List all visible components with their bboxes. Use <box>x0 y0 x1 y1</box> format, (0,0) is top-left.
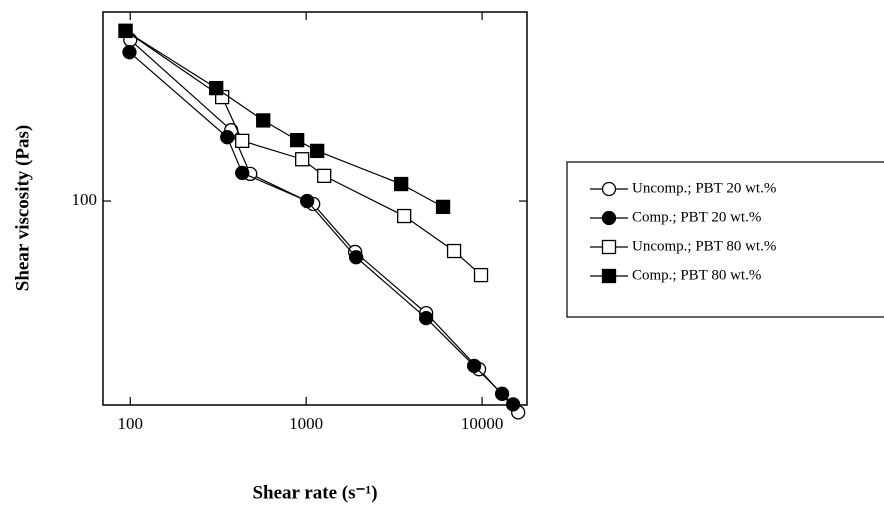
marker <box>209 80 224 96</box>
legend-box <box>566 161 884 318</box>
marker <box>235 165 250 181</box>
marker <box>295 152 310 167</box>
marker <box>601 210 617 226</box>
x-axis-label: Shear rate (s⁻¹) <box>252 482 377 503</box>
legend-label: Uncomp.; PBT 20 wt.% <box>632 180 776 196</box>
x-tick-label: 1000 <box>289 414 323 433</box>
legend-label: Comp.; PBT 20 wt.% <box>632 209 761 225</box>
legend-label: Comp.; PBT 80 wt.% <box>632 267 761 283</box>
x-tick-label: 10000 <box>461 414 504 433</box>
plot-frame <box>102 11 528 406</box>
series-line <box>125 30 482 276</box>
series-line <box>129 51 514 405</box>
marker <box>317 168 332 184</box>
marker <box>118 23 133 39</box>
y-tick-label: 100 <box>72 190 98 209</box>
marker <box>446 243 462 259</box>
marker <box>310 143 325 159</box>
marker <box>466 358 482 373</box>
marker <box>256 113 271 128</box>
marker <box>290 132 305 148</box>
marker <box>220 130 235 145</box>
marker <box>397 208 412 224</box>
marker <box>122 45 137 60</box>
marker <box>348 250 364 265</box>
marker <box>601 268 617 284</box>
marker <box>494 386 510 401</box>
series-line <box>129 39 519 413</box>
marker <box>394 176 409 192</box>
marker <box>505 397 521 412</box>
marker <box>235 133 250 149</box>
marker <box>601 239 617 255</box>
x-tick-label: 100 <box>118 414 144 433</box>
marker <box>473 267 489 283</box>
marker <box>435 199 451 215</box>
marker <box>300 193 315 209</box>
legend-label: Uncomp.; PBT 80 wt.% <box>632 238 776 254</box>
marker <box>418 310 434 326</box>
marker <box>601 181 617 197</box>
y-axis-label: Shear viscosity (Pas) <box>12 125 33 291</box>
